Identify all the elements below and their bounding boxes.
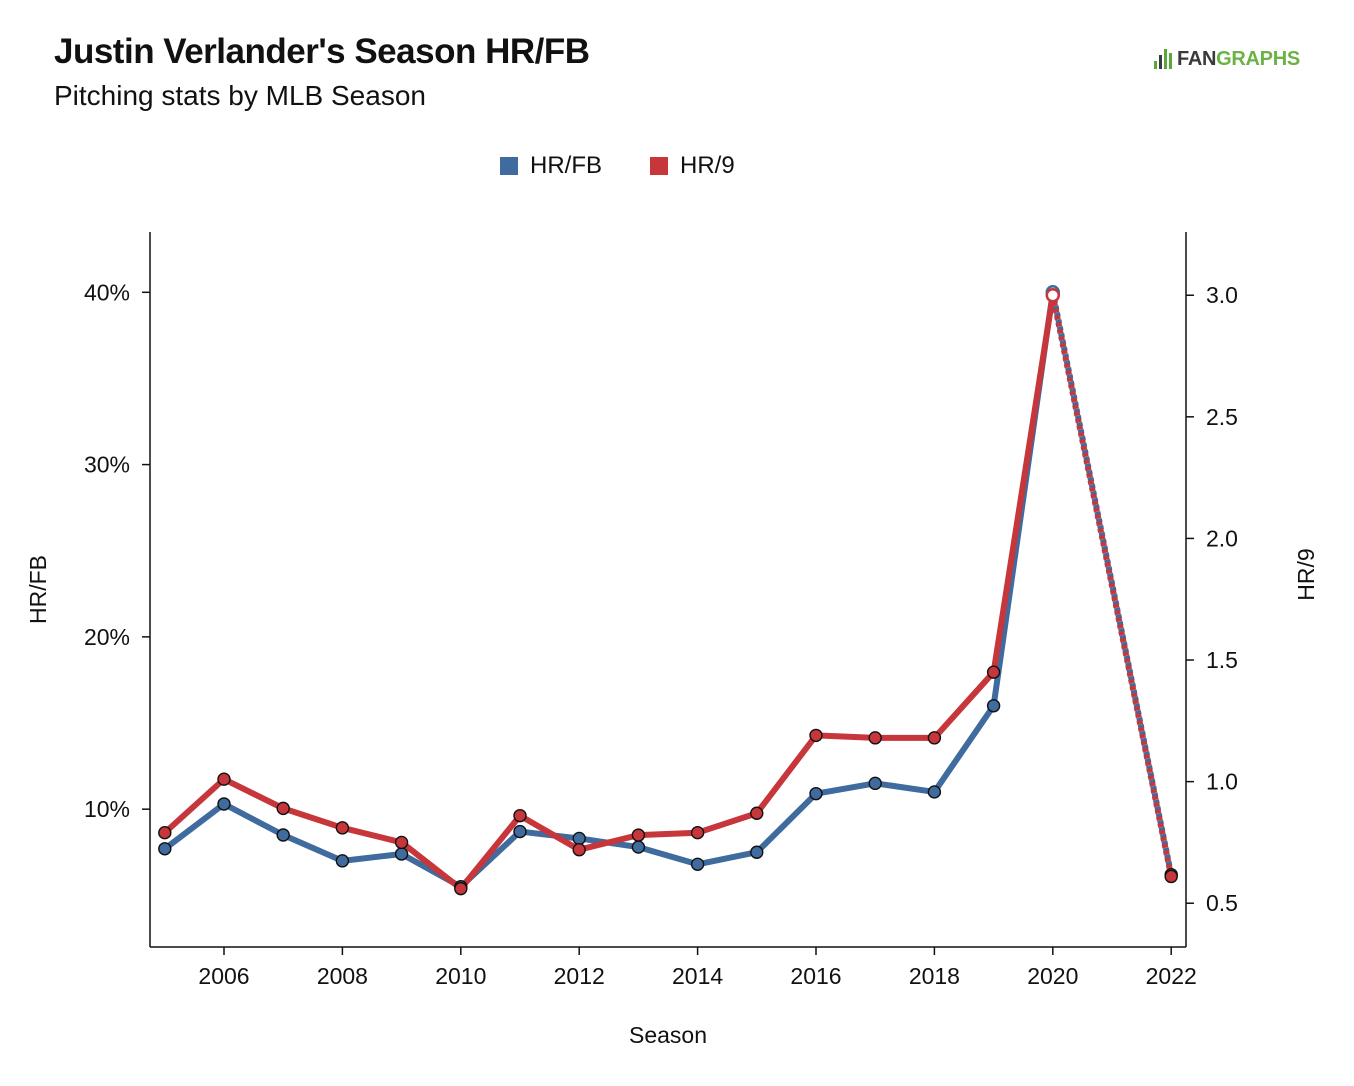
x-tick-label: 2014 (672, 963, 723, 989)
y-left-tick-label: 10% (84, 796, 130, 822)
hr9-line-segment (161, 776, 227, 836)
hrfb-point (394, 847, 409, 861)
hr9-point (454, 881, 468, 896)
hrfb-point (513, 824, 527, 839)
hr9-point (690, 825, 705, 840)
hrfb-line-segment (280, 832, 346, 864)
x-tick-label: 2006 (198, 963, 249, 989)
chart-legend: HR/FB HR/9 (500, 152, 735, 180)
logo-text-graphs: GRAPHS (1216, 47, 1300, 70)
hr9-point (1164, 869, 1178, 884)
hrfb-line-segment (339, 850, 405, 864)
hr9-line-segment (813, 732, 879, 741)
legend-item-hr9[interactable]: HR/9 (650, 152, 735, 180)
y-axis-title-left: HR/FB (25, 555, 51, 624)
hr9-line-segment (457, 812, 523, 892)
y-right-tick-label: 0.5 (1206, 890, 1238, 916)
hr9-line-segment (221, 776, 287, 812)
hrfb-line-segment (161, 801, 227, 852)
x-tick-label: 2022 (1146, 963, 1197, 989)
hr9-line-segment (635, 829, 701, 839)
legend-swatch-hrfb (500, 157, 518, 175)
x-tick-label: 2012 (554, 963, 605, 989)
hr9-line-segment (753, 732, 819, 817)
y-left-tick-label: 20% (84, 624, 130, 650)
hr9-point (809, 728, 823, 743)
hrfb-line-segment (931, 702, 997, 795)
hrfb-point (809, 786, 823, 801)
y-right-tick-label: 1.5 (1206, 647, 1238, 673)
hr9-line-segment (280, 805, 346, 831)
hrfb-point (572, 831, 586, 846)
legend-swatch-hr9 (650, 157, 668, 175)
y-left-tick-label: 40% (84, 279, 130, 305)
hr9-point (572, 843, 586, 857)
hr9-line-segment (576, 832, 642, 853)
hrfb-point (927, 785, 942, 799)
hr9-line-segment (339, 824, 405, 846)
logo-text-fan: FAN (1177, 47, 1217, 70)
hrfb-line-segment (635, 844, 701, 868)
hrfb-point (335, 854, 350, 868)
hr9-line-segment (931, 669, 997, 741)
x-tick-label: 2010 (435, 963, 486, 989)
hrfb-line-segment (694, 849, 760, 868)
y-right-tick-label: 1.0 (1206, 769, 1238, 795)
y-right-tick-label: 2.5 (1206, 404, 1238, 430)
fangraphs-logo[interactable]: FAN GRAPHS (1152, 46, 1300, 72)
hr9-point (750, 806, 764, 820)
hr9-point (217, 772, 231, 786)
legend-label-hr9: HR/9 (680, 152, 735, 179)
x-tick-label: 2020 (1027, 963, 1078, 989)
chart-title: Justin Verlander's Season HR/FB (54, 32, 590, 71)
hr9-point (986, 665, 1001, 679)
hr9-line-segment (694, 810, 760, 836)
hr9-line-segment (990, 292, 1056, 676)
x-tick-label: 2018 (909, 963, 960, 989)
hr9-point (868, 731, 882, 745)
hrfb-line-segment (753, 790, 819, 856)
y-right-tick-label: 3.0 (1206, 282, 1238, 308)
hrfb-line-segment (221, 801, 287, 839)
hr9-line-segment (398, 839, 464, 892)
legend-item-hrfb[interactable]: HR/FB (500, 152, 602, 180)
hr9-point (513, 808, 527, 823)
legend-label-hrfb: HR/FB (530, 152, 602, 179)
y-left-tick-label: 30% (84, 452, 130, 478)
hrfb-point (690, 857, 705, 872)
hrfb-point (631, 840, 646, 854)
hr9-point (927, 731, 942, 745)
x-axis-title: Season (629, 1022, 707, 1048)
hr9-line-segment (1049, 294, 1175, 878)
hr9-point (394, 835, 409, 850)
x-tick-label: 2008 (317, 963, 368, 989)
hr9-point (158, 825, 172, 840)
hrfb-point (276, 828, 290, 842)
hr9-line-segment (517, 812, 583, 853)
hrfb-line-segment (872, 780, 938, 795)
hrfb-point (750, 845, 764, 859)
x-tick-label: 2016 (790, 963, 841, 989)
hrfb-point (158, 842, 172, 856)
hr9-point (631, 828, 646, 842)
hrfb-line-segment (813, 780, 879, 797)
y-axis-title-right: HR/9 (1293, 548, 1319, 600)
hr9-point (1045, 287, 1061, 303)
fangraphs-logo-icon (1152, 48, 1174, 70)
y-right-tick-label: 2.0 (1206, 525, 1238, 551)
chart-subtitle: Pitching stats by MLB Season (54, 80, 426, 111)
hrfb-point (868, 776, 882, 791)
hrfb-point (217, 797, 231, 811)
hr9-point (335, 821, 350, 835)
hr9-point (276, 801, 290, 816)
hrfb-point (986, 699, 1001, 713)
